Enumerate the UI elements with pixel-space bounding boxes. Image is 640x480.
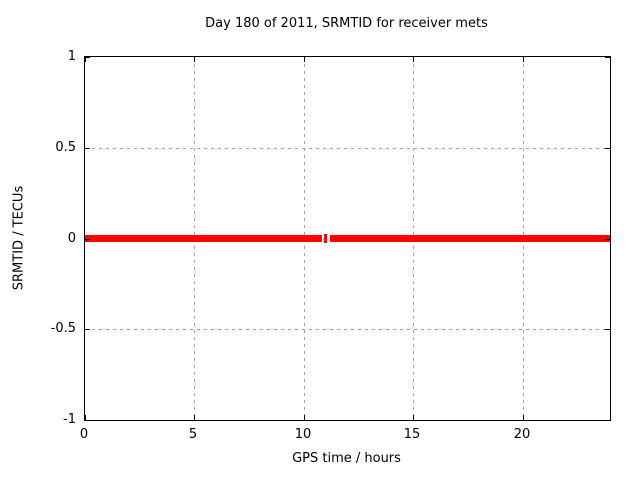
x-axis-tick [85, 415, 86, 420]
y-axis-tick-mirror [605, 148, 610, 149]
y-axis-tick-mirror [605, 329, 610, 330]
y-axis-tick-mirror [605, 239, 610, 240]
x-tick-label: 0 [79, 427, 89, 442]
y-axis-tick-mirror [605, 57, 610, 58]
y-axis-tick-mirror [605, 420, 610, 421]
y-axis-tick [85, 329, 90, 330]
y-tick-label: 0 [67, 231, 76, 246]
y-axis-tick [85, 420, 90, 421]
x-tick-label: 5 [188, 427, 198, 442]
x-tick-label: 10 [294, 427, 312, 442]
y-tick-label: -0.5 [50, 321, 76, 336]
x-axis-tick [194, 415, 195, 420]
x-axis-tick-mirror [85, 57, 86, 62]
x-axis-tick [304, 415, 305, 420]
chart-title: Day 180 of 2011, SRMTID for receiver met… [205, 16, 488, 31]
y-axis-tick [85, 239, 90, 240]
x-axis-tick-mirror [413, 57, 414, 62]
gridline-horizontal [85, 329, 610, 330]
x-axis-tick [523, 415, 524, 420]
x-axis-tick [413, 415, 414, 420]
data-line-segment [330, 235, 610, 242]
x-tick-label: 15 [403, 427, 421, 442]
x-axis-tick-mirror [194, 57, 195, 62]
data-line-segment [85, 235, 322, 242]
gridline-horizontal [85, 148, 610, 149]
y-tick-label: 1 [67, 49, 76, 64]
x-axis-tick-mirror [523, 57, 524, 62]
x-axis-tick-mirror [304, 57, 305, 62]
x-tick-label: 20 [513, 427, 531, 442]
y-axis-tick [85, 148, 90, 149]
data-point-marker [324, 234, 327, 243]
y-tick-label: -1 [63, 412, 76, 427]
y-tick-label: 0.5 [55, 140, 76, 155]
x-axis-label: GPS time / hours [292, 451, 401, 466]
y-axis-tick [85, 57, 90, 58]
plot-area [84, 56, 611, 421]
